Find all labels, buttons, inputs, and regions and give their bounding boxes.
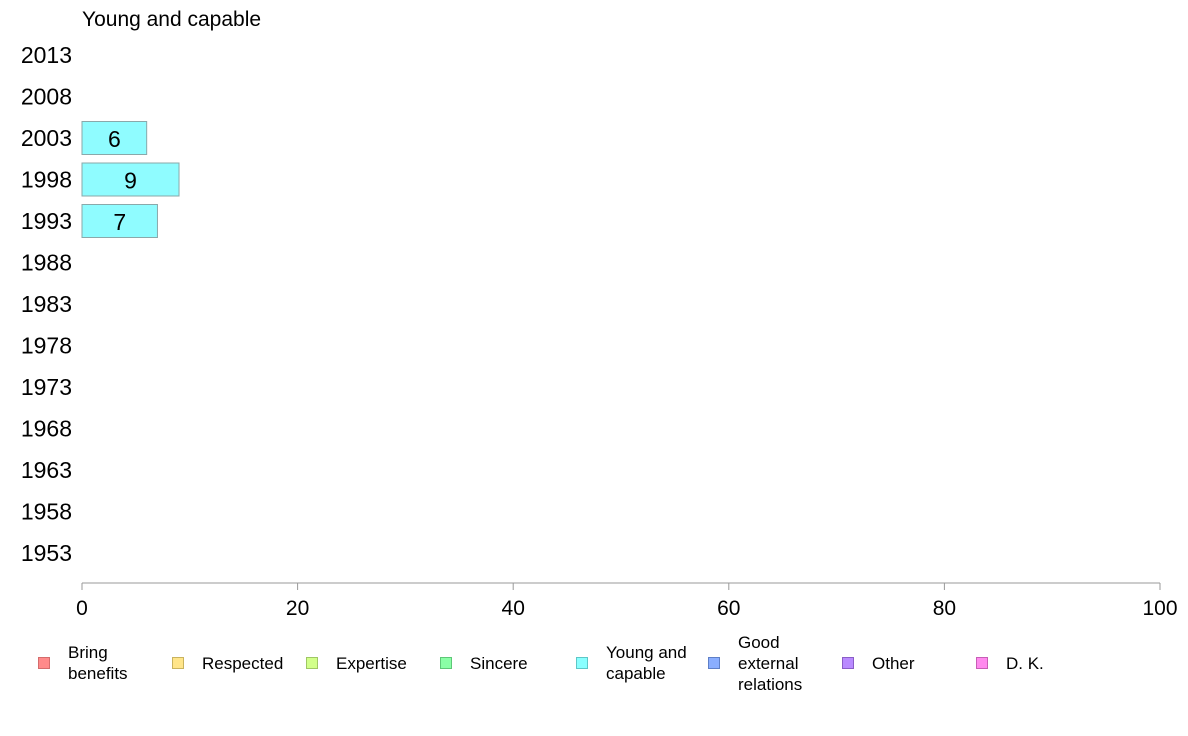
- legend-label: Respected: [202, 653, 284, 673]
- legend-item: Respected: [172, 630, 283, 696]
- legend-label: Sincere: [470, 653, 528, 673]
- legend-label: Good external relations: [738, 632, 803, 694]
- x-tick-label: 40: [502, 597, 525, 620]
- x-tick-label: 0: [76, 597, 88, 620]
- y-tick-label: 2008: [21, 84, 72, 110]
- legend-swatch: [842, 657, 854, 669]
- x-tick-label: 60: [717, 597, 740, 620]
- x-tick-label: 80: [933, 597, 956, 620]
- legend-swatch: [172, 657, 184, 669]
- chart-title: Young and capable: [82, 8, 261, 31]
- x-axis: 0 20 40 60 80 100: [76, 582, 1178, 620]
- legend-item: Expertise: [306, 630, 407, 696]
- y-tick-label: 1993: [21, 208, 72, 234]
- legend-item: Other: [842, 630, 915, 696]
- legend-swatch: [440, 657, 452, 669]
- legend-swatch: [976, 657, 988, 669]
- legend-item: Sincere: [440, 630, 528, 696]
- y-tick-label: 1963: [21, 457, 72, 483]
- legend-swatch: [38, 657, 50, 669]
- y-tick-label: 1953: [21, 540, 72, 566]
- y-tick-label: 2013: [21, 42, 72, 68]
- y-tick-label: 2003: [21, 125, 72, 151]
- y-axis-labels: 2013 2008 2003 1998 1993 1988 1983 1978 1973 1968…: [21, 42, 72, 566]
- y-tick-label: 1983: [21, 291, 72, 317]
- y-tick-label: 1968: [21, 416, 72, 442]
- bars: 69 7: [81, 121, 180, 238]
- legend-label: Young and capable: [606, 643, 687, 683]
- bar-value-label: 9: [124, 168, 137, 194]
- bar: [81, 204, 158, 238]
- legend-label: Bring benefits: [68, 643, 128, 683]
- legend-item: D. K.: [976, 630, 1044, 696]
- legend: Bring benefits Respected Expertise Sincere Y…: [0, 630, 1188, 710]
- x-tick-label: 100: [1142, 597, 1177, 620]
- y-tick-label: 1988: [21, 250, 72, 276]
- legend-item: Good external relations: [708, 630, 802, 696]
- bar-value-label: 7: [113, 209, 126, 235]
- legend-label: D. K.: [1006, 653, 1044, 673]
- legend-swatch: [576, 657, 588, 669]
- x-tick-label: 20: [286, 597, 309, 620]
- y-tick-label: 1998: [21, 167, 72, 193]
- bar: [81, 121, 148, 155]
- bar: [81, 162, 180, 197]
- y-tick-label: 1973: [21, 374, 72, 400]
- y-tick-label: 1958: [21, 499, 72, 525]
- bar-value-label: 6: [108, 126, 121, 152]
- legend-label: Expertise: [336, 653, 407, 673]
- legend-swatch: [306, 657, 318, 669]
- legend-swatch: [708, 657, 720, 669]
- y-tick-label: 1978: [21, 333, 72, 359]
- legend-label: Other: [872, 653, 915, 673]
- legend-item: Young and capable: [576, 630, 687, 696]
- legend-item: Bring benefits: [38, 630, 128, 696]
- bar-chart: Young and capable 2013 2008 2003 1998 1993 19…: [21, 8, 1178, 620]
